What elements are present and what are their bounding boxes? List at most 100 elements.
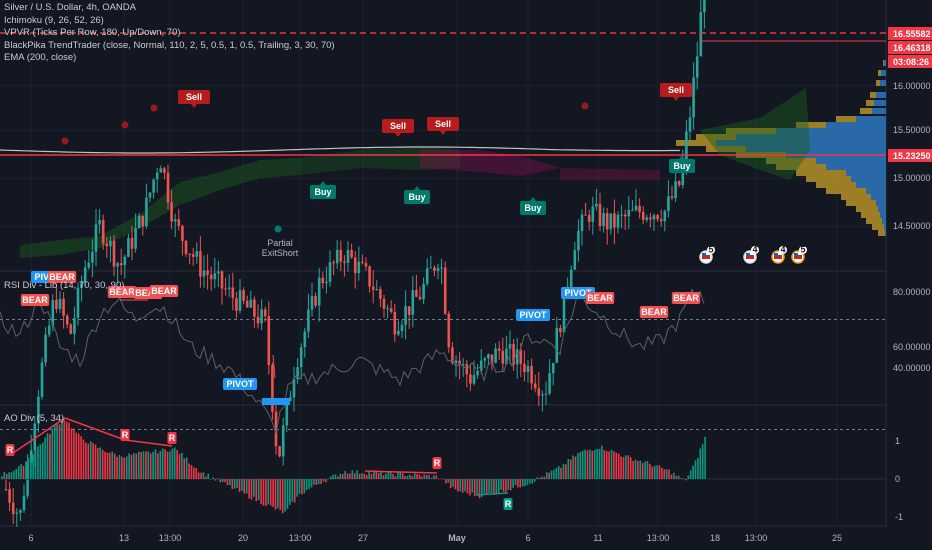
vpvr-bar — [776, 128, 886, 134]
ao-bar — [212, 477, 214, 479]
ao-bar — [205, 476, 207, 479]
sell-signal-box — [660, 83, 692, 97]
candle — [58, 298, 62, 309]
event-count: 4 — [780, 245, 785, 255]
ao-bar — [572, 455, 574, 479]
event-count-badge — [799, 246, 807, 254]
ao-legend[interactable]: AO Div (5, 34) — [4, 413, 65, 424]
ao-bar — [214, 479, 217, 481]
ao-bar — [447, 479, 450, 483]
ao-bar — [550, 470, 553, 479]
flag-canton — [774, 253, 778, 256]
sell-signal-box — [427, 117, 459, 131]
ichimoku-legend[interactable]: Ichimoku (9, 26, 52, 26) — [4, 14, 104, 26]
symbol-title[interactable]: Silver / U.S. Dollar, 4h, OANDA — [4, 2, 136, 13]
ao-bar — [601, 445, 603, 479]
candle — [22, 495, 26, 511]
candle — [548, 373, 551, 394]
ao-bar — [118, 454, 121, 479]
candle — [260, 309, 263, 324]
ao-bar — [459, 479, 462, 492]
ao-bar — [449, 479, 452, 489]
candle — [530, 365, 533, 384]
trend-signals: Sell Sell Sell Sell Buy Buy Buy Buy PartialExitS… — [61, 83, 695, 258]
rsi-legend[interactable]: RSI Div - Lib (14, 70, 30, 90) — [4, 280, 125, 291]
time-tick: 13 — [119, 533, 129, 543]
candle — [285, 400, 289, 426]
candle — [595, 203, 598, 207]
ao-bar — [152, 451, 154, 479]
ao-bar — [533, 479, 536, 482]
ao-bar — [37, 446, 39, 479]
ao-bar — [464, 479, 466, 492]
candle — [281, 425, 285, 457]
ao-bar — [73, 428, 75, 479]
ao-bar — [277, 479, 279, 509]
vpvr-bar — [866, 218, 886, 224]
candle — [299, 347, 303, 368]
candle — [451, 347, 454, 364]
sell-signal: Sell — [178, 90, 210, 108]
candle — [65, 315, 69, 325]
ao-bar — [46, 433, 49, 479]
ao-bar — [625, 455, 627, 479]
candle — [166, 172, 170, 203]
ao-bar — [433, 475, 435, 479]
sell-signal-label: Sell — [390, 121, 406, 131]
ao-bar — [622, 457, 625, 479]
ao-bar — [545, 472, 548, 479]
ao-bar — [442, 478, 445, 480]
trendtrader-legend[interactable]: BlackPika TrendTrader (close, Normal, 11… — [4, 39, 335, 51]
ao-bar — [514, 479, 517, 486]
candle — [105, 243, 109, 247]
ao-bar — [653, 465, 656, 479]
ao-bar — [673, 472, 675, 479]
vpvr-legend[interactable]: VPVR (Ticks Per Row, 180, Up/Down, 70) — [4, 27, 181, 38]
ao-bar — [502, 479, 505, 492]
ema-legend[interactable]: EMA (200, close) — [4, 52, 77, 63]
candle — [533, 383, 537, 389]
time-tick: May — [448, 533, 466, 543]
candle — [375, 289, 379, 291]
partial-exit-dot — [581, 102, 589, 110]
candle — [224, 288, 227, 290]
candle — [562, 287, 566, 333]
ao-bar — [8, 472, 10, 479]
ao-bar — [697, 457, 699, 479]
ao-bar — [610, 449, 613, 479]
partial-exit-label: Partial — [267, 238, 293, 248]
ao-bar — [497, 479, 500, 494]
candle — [335, 249, 339, 264]
ao-bar — [248, 479, 250, 499]
ao-bar — [241, 479, 243, 491]
ao-bar — [356, 470, 358, 479]
ao-bar — [346, 473, 349, 479]
partial-exit-dot — [150, 104, 158, 112]
sell-signal: Sell — [660, 83, 692, 101]
candle — [155, 172, 159, 180]
ao-bar — [565, 464, 567, 479]
ao-tick: 0 — [895, 474, 900, 484]
buy-signal-label: Buy — [524, 203, 541, 213]
candle — [292, 379, 296, 398]
ao-bar — [529, 479, 531, 484]
time-tick: 11 — [593, 533, 602, 543]
ao-bar — [197, 472, 200, 479]
candle — [256, 316, 260, 324]
ao-bar — [473, 479, 476, 497]
candle — [677, 181, 681, 186]
candle — [663, 210, 667, 222]
vpvr-area — [700, 88, 810, 180]
ao-bar — [649, 463, 651, 479]
ao-bar — [555, 467, 558, 479]
candle — [379, 289, 382, 299]
candle — [220, 271, 224, 289]
candle — [227, 287, 231, 290]
cloud-bull — [20, 158, 300, 258]
axes: 16.00000 15.50000 15.00000 14.50000 16.55582… — [28, 0, 932, 550]
ao-bar — [231, 479, 234, 489]
bear-label-box — [107, 286, 137, 298]
candle — [415, 290, 418, 297]
pivot-label-label: PIVOT — [519, 310, 547, 320]
